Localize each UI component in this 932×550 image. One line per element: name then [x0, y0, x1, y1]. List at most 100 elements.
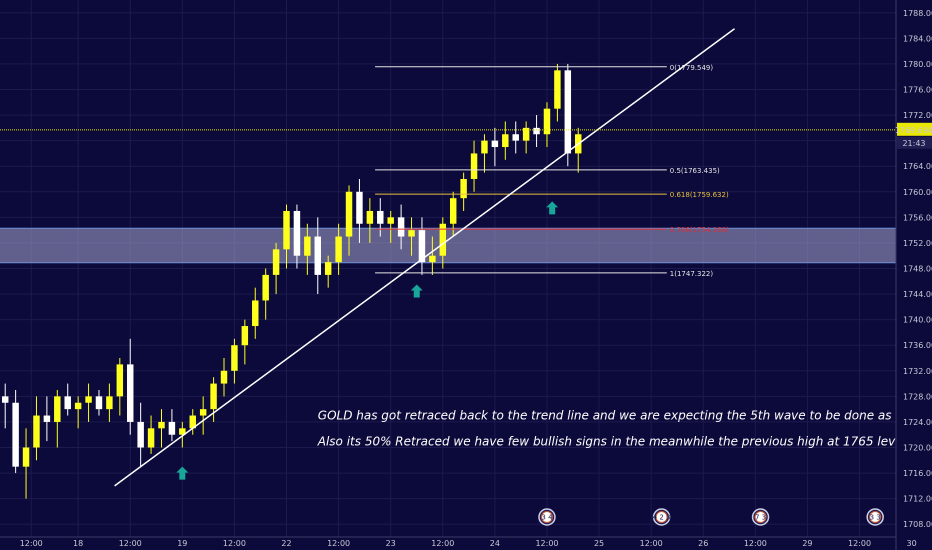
candle-body[interactable]	[397, 217, 405, 237]
candle-body[interactable]	[491, 140, 499, 148]
candle-body[interactable]	[95, 396, 103, 410]
candle-body[interactable]	[272, 249, 280, 275]
price-tag-value: 1769.694	[895, 126, 932, 135]
candle-body[interactable]	[116, 364, 124, 397]
time-axis-tick-label: 12:00	[327, 539, 350, 548]
price-axis-tick-label: 1780.000	[903, 60, 932, 69]
candle-body[interactable]	[220, 370, 228, 384]
candle-body[interactable]	[189, 415, 196, 429]
fib-level-label: 0.786(1754.168)	[670, 226, 729, 234]
candle-body[interactable]	[533, 127, 540, 135]
price-axis-tick-label: 1740.000	[903, 316, 932, 325]
price-axis-tick-label: 1756.000	[903, 213, 932, 222]
price-axis[interactable]: 1708.000 1712.000 1716.000 1720.000 1724.000…	[895, 0, 932, 550]
candle-body[interactable]	[439, 223, 447, 256]
candle-body[interactable]	[179, 428, 186, 435]
candle-body[interactable]	[543, 108, 551, 135]
price-axis-tick-label: 1776.000	[903, 86, 932, 95]
candle-body[interactable]	[54, 396, 61, 422]
candle-body[interactable]	[429, 255, 436, 263]
candle-body[interactable]	[147, 428, 155, 448]
candle-body[interactable]	[345, 191, 353, 237]
candle-body[interactable]	[74, 402, 82, 410]
candle-body[interactable]	[85, 396, 92, 403]
candle-body[interactable]	[158, 421, 165, 429]
candle-body[interactable]	[293, 210, 301, 256]
fib-level-label: 1(1747.322)	[670, 270, 714, 278]
candle-body[interactable]	[252, 300, 259, 327]
candle-body[interactable]	[377, 210, 384, 224]
time-axis[interactable]: 12:00 18 12:00 19 12:00 22 12:00 23 12:00 24 12:00…	[0, 536, 917, 548]
candle-body[interactable]	[502, 134, 509, 148]
event-markers[interactable]: 3 4 4 2 3 7 3 3 3	[538, 508, 884, 526]
candle-body[interactable]	[554, 70, 561, 109]
event-marker[interactable]: 7 3	[751, 508, 770, 526]
price-axis-tick-label: 1724.000	[903, 418, 932, 427]
price-axis-tick-label: 1720.000	[903, 444, 932, 453]
candle-body[interactable]	[106, 396, 113, 410]
event-marker-label: 3 3	[870, 514, 881, 522]
candle-body[interactable]	[408, 230, 415, 237]
candle-body[interactable]	[1, 396, 9, 403]
candle-body[interactable]	[137, 421, 144, 448]
time-axis-tick-label: 22	[281, 539, 291, 548]
trend-line[interactable]	[114, 28, 735, 487]
support-zone-fill	[0, 228, 896, 263]
candle-body[interactable]	[231, 345, 238, 371]
candle-body[interactable]	[283, 210, 290, 250]
candle-body[interactable]	[210, 383, 217, 410]
price-axis-tick-label: 1716.000	[903, 469, 932, 478]
candle-body[interactable]	[335, 236, 342, 263]
event-marker[interactable]: 3 4	[538, 508, 556, 526]
event-marker[interactable]: 4 2 3	[653, 508, 671, 526]
price-axis-tick-label: 1772.000	[903, 111, 932, 120]
candle-body[interactable]	[64, 396, 71, 410]
current-price-tag: 1769.694 21:43	[895, 122, 932, 149]
time-axis-tick-label: 30	[907, 539, 917, 548]
time-axis-tick-label: 12:00	[640, 539, 663, 548]
candle-body[interactable]	[127, 364, 134, 422]
price-axis-tick-label: 1752.000	[903, 239, 932, 248]
time-axis-tick-label: 12:00	[744, 539, 767, 548]
fibonacci-retracement[interactable]: 0(1779.549) 0.5(1763.435) 0.618(1759.632) 0…	[375, 64, 729, 278]
arrow-markers	[176, 201, 559, 480]
candle-body[interactable]	[22, 447, 30, 467]
candle-body[interactable]	[199, 409, 207, 416]
time-axis-tick-label: 12:00	[223, 539, 246, 548]
event-marker[interactable]: 3 3	[866, 508, 884, 526]
candle-body[interactable]	[314, 236, 321, 275]
candle-body[interactable]	[387, 217, 394, 224]
price-axis-tick-label: 1732.000	[903, 367, 932, 376]
time-axis-tick-label: 29	[802, 539, 812, 548]
candle-body[interactable]	[43, 415, 51, 422]
candle-body[interactable]	[168, 421, 176, 435]
price-axis-panel	[896, 0, 932, 550]
candlestick-series[interactable]	[1, 63, 582, 499]
candle-body[interactable]	[356, 191, 363, 224]
candle-body[interactable]	[481, 140, 488, 154]
candle-body[interactable]	[12, 402, 19, 467]
candle-body[interactable]	[262, 274, 269, 301]
trend-line-layer[interactable]	[114, 28, 735, 487]
time-axis-tick-label: 12:00	[848, 539, 871, 548]
candle-body[interactable]	[324, 262, 332, 275]
candle-body[interactable]	[564, 70, 572, 154]
price-axis-tick-label: 1736.000	[903, 341, 932, 350]
candle-body[interactable]	[418, 230, 426, 263]
candle-body[interactable]	[366, 210, 374, 224]
price-axis-tick-label: 1744.000	[903, 290, 932, 299]
price-axis-tick-label: 1708.000	[903, 520, 932, 529]
candle-body[interactable]	[241, 326, 249, 346]
time-axis-tick-label: 26	[698, 539, 708, 548]
time-axis-tick-label: 12:00	[535, 539, 558, 548]
candle-body[interactable]	[512, 134, 519, 141]
candle-body[interactable]	[522, 127, 530, 141]
candle-body[interactable]	[449, 198, 457, 224]
candle-body[interactable]	[33, 415, 40, 448]
candle-body[interactable]	[304, 236, 311, 256]
time-axis-tick-label: 12:00	[20, 539, 43, 548]
up-arrow-icon	[176, 466, 189, 480]
candle-body[interactable]	[460, 179, 467, 199]
candle-body[interactable]	[470, 153, 478, 179]
